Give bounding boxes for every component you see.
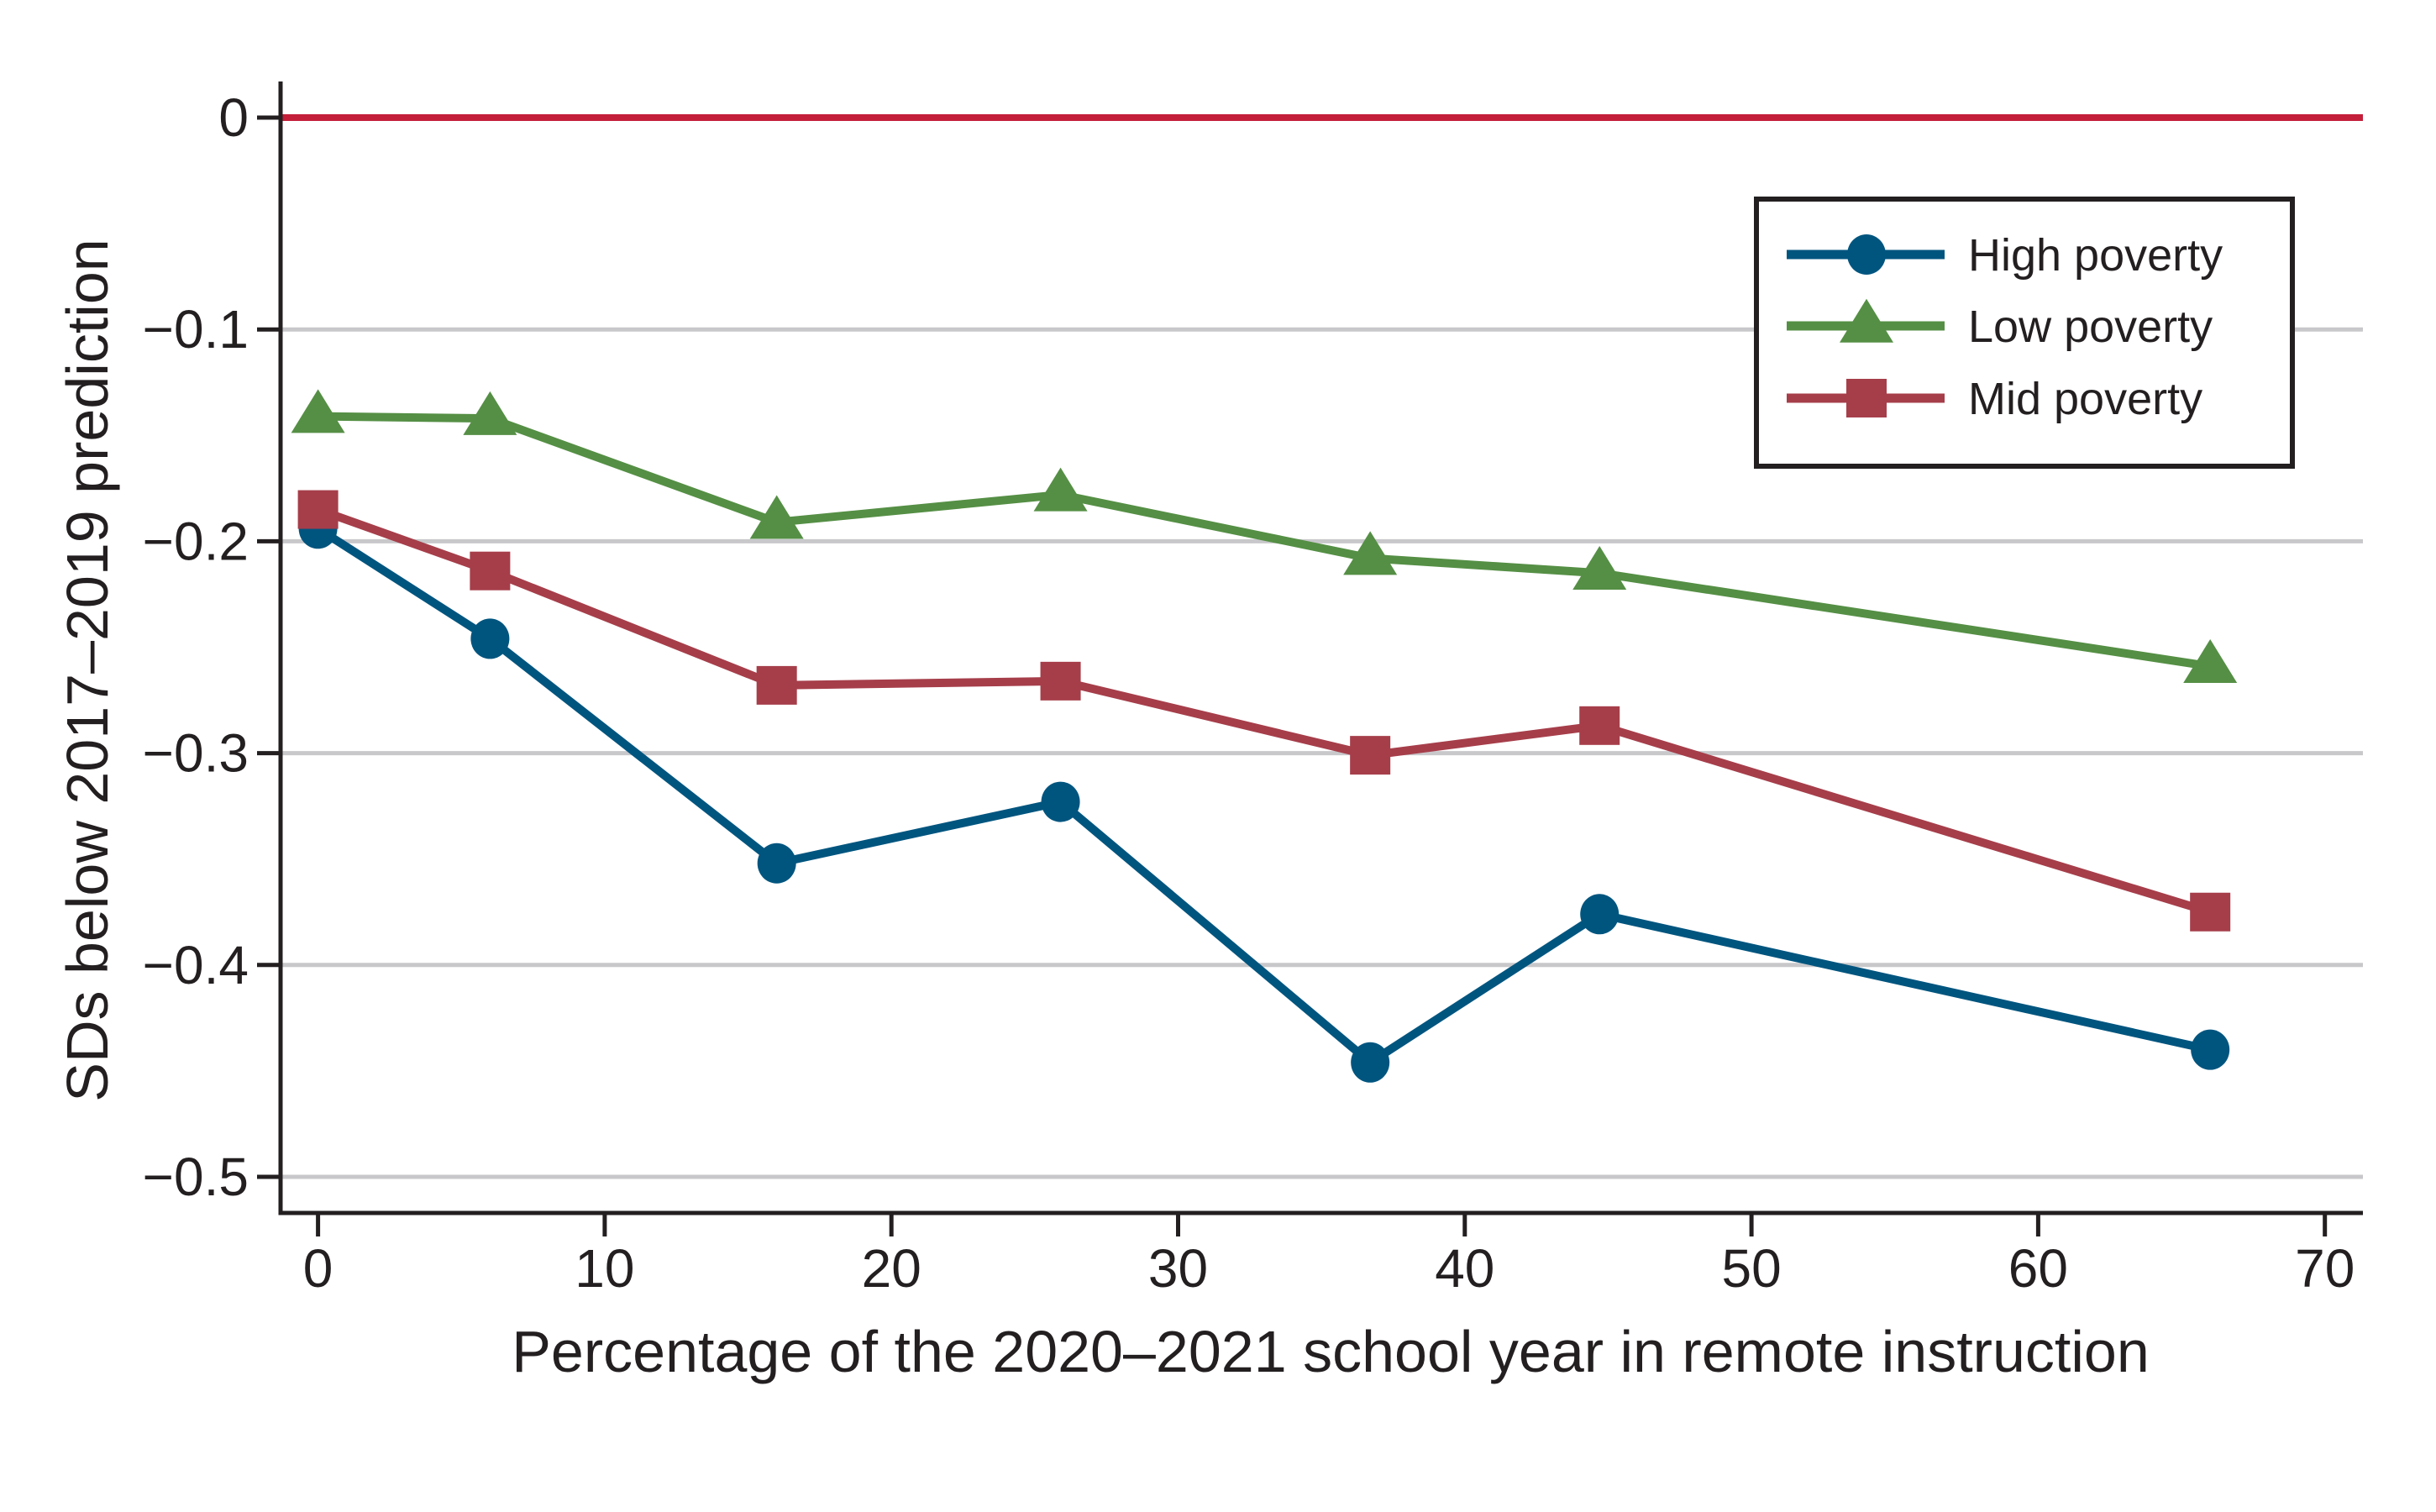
legend-item-mid-poverty: Mid poverty xyxy=(1787,374,2202,424)
legend-item-low-poverty: Low poverty xyxy=(1787,298,2213,352)
legend-label-low-poverty: Low poverty xyxy=(1968,302,2213,352)
legend-label-mid-poverty: Mid poverty xyxy=(1968,374,2202,424)
data-point-high-poverty xyxy=(470,618,510,659)
x-axis-title: Percentage of the 2020–2021 school year … xyxy=(512,1319,2150,1384)
series-high-poverty xyxy=(298,508,2230,1083)
x-tick-label: 20 xyxy=(862,1238,921,1299)
data-point-high-poverty xyxy=(1580,894,1620,935)
y-axis-ticks: 0 −0.1 −0.2 −0.3 −0.4 −0.5 xyxy=(143,87,281,1207)
data-point-low-poverty xyxy=(463,391,517,435)
data-point-mid-poverty xyxy=(756,665,797,705)
legend: High poverty Low poverty Mid poverty xyxy=(1754,197,2295,469)
data-point-high-poverty xyxy=(1351,1042,1390,1083)
y-tick-label: −0.1 xyxy=(143,299,249,360)
legend-circle-icon xyxy=(1847,234,1886,275)
series xyxy=(291,389,2238,1083)
data-point-mid-poverty xyxy=(1040,661,1081,701)
data-point-low-poverty xyxy=(749,495,804,539)
x-tick-label: 70 xyxy=(2295,1238,2355,1299)
x-axis-ticks: 0 10 20 30 40 50 60 70 xyxy=(303,1213,2355,1299)
x-tick-label: 50 xyxy=(1722,1238,1782,1299)
data-point-mid-poverty xyxy=(2190,892,2231,932)
legend-triangle-icon xyxy=(1840,298,1893,343)
y-tick-label: −0.5 xyxy=(143,1147,249,1207)
data-point-mid-poverty xyxy=(470,551,511,591)
legend-label-high-poverty: High poverty xyxy=(1968,230,2223,281)
series-low-poverty xyxy=(291,389,2238,683)
y-tick-label: −0.4 xyxy=(143,935,249,995)
y-tick-label: −0.2 xyxy=(143,511,249,571)
x-tick-label: 0 xyxy=(303,1238,333,1299)
legend-items: High poverty Low poverty Mid poverty xyxy=(1787,230,2223,424)
series-line-high-poverty xyxy=(315,525,2212,1067)
x-tick-label: 10 xyxy=(575,1238,634,1299)
data-point-low-poverty xyxy=(1572,545,1627,590)
data-point-high-poverty xyxy=(1041,781,1080,822)
x-tick-label: 40 xyxy=(1435,1238,1494,1299)
data-point-low-poverty xyxy=(291,389,345,433)
data-point-high-poverty xyxy=(757,843,796,884)
series-mid-poverty xyxy=(297,490,2231,932)
data-point-mid-poverty xyxy=(1350,736,1391,775)
data-point-low-poverty xyxy=(2183,638,2238,683)
y-axis-title: SDs below 2017–2019 prediction xyxy=(55,239,120,1101)
series-line-mid-poverty xyxy=(316,505,2212,916)
data-point-high-poverty xyxy=(2191,1029,2230,1070)
axes xyxy=(278,81,2363,1215)
data-point-low-poverty xyxy=(1033,467,1088,512)
y-tick-label: 0 xyxy=(218,87,249,148)
x-tick-label: 60 xyxy=(2008,1238,2068,1299)
y-tick-label: −0.3 xyxy=(143,723,249,784)
x-tick-label: 30 xyxy=(1148,1238,1208,1299)
data-point-mid-poverty xyxy=(297,490,339,529)
data-point-low-poverty xyxy=(1343,531,1398,575)
legend-item-high-poverty: High poverty xyxy=(1787,230,2223,281)
data-point-mid-poverty xyxy=(1579,706,1620,745)
legend-square-icon xyxy=(1846,379,1887,417)
